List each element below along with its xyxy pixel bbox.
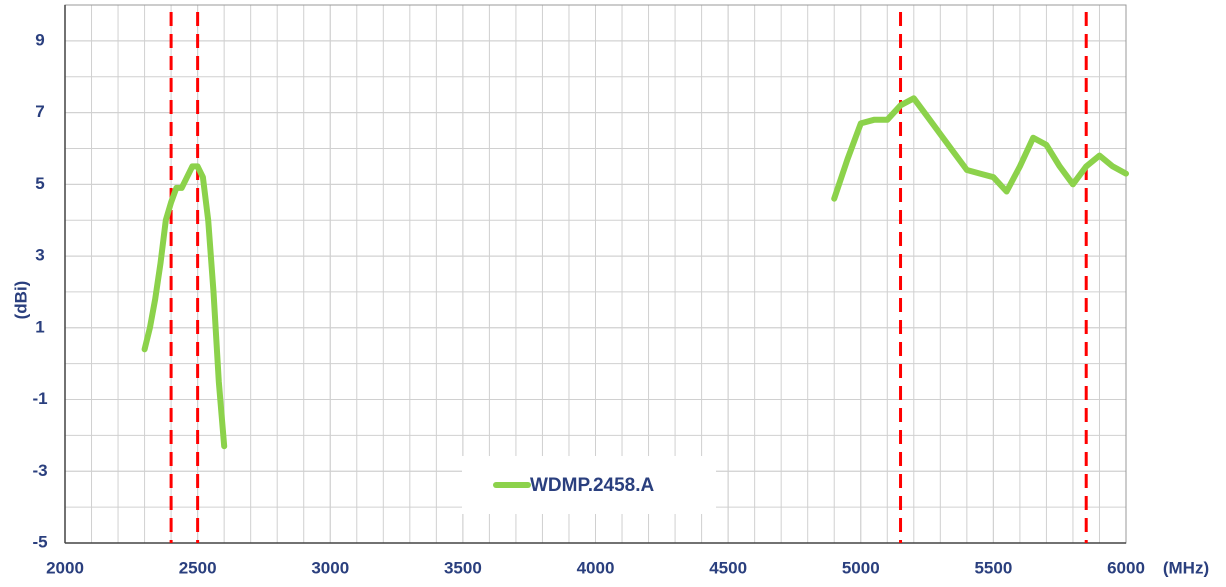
y-tick-label: 1 xyxy=(35,317,44,336)
x-tick-label: 3500 xyxy=(444,558,482,577)
y-axis-label: (dBi) xyxy=(11,281,30,320)
x-tick-label: 2500 xyxy=(179,558,217,577)
y-tick-label: 3 xyxy=(35,246,44,265)
x-axis-label: (MHz) xyxy=(1163,558,1209,577)
y-tick-label: 9 xyxy=(35,30,44,49)
x-tick-label: 5000 xyxy=(842,558,880,577)
x-tick-label: 4000 xyxy=(577,558,615,577)
x-tick-label: 6000 xyxy=(1107,558,1145,577)
legend-label: WDMP.2458.A xyxy=(530,475,655,496)
x-tick-label: 3000 xyxy=(311,558,349,577)
x-tick-label: 4500 xyxy=(709,558,747,577)
y-tick-label: 7 xyxy=(35,102,44,121)
y-tick-label: -1 xyxy=(32,389,47,408)
data-line xyxy=(141,95,1129,450)
legend: WDMP.2458.A xyxy=(462,456,716,514)
y-tick-label: -3 xyxy=(32,461,47,480)
y-tick-label: -5 xyxy=(32,532,47,551)
x-tick-label: 5500 xyxy=(974,558,1012,577)
y-tick-label: 5 xyxy=(35,174,44,193)
x-tick-label: 2000 xyxy=(46,558,84,577)
